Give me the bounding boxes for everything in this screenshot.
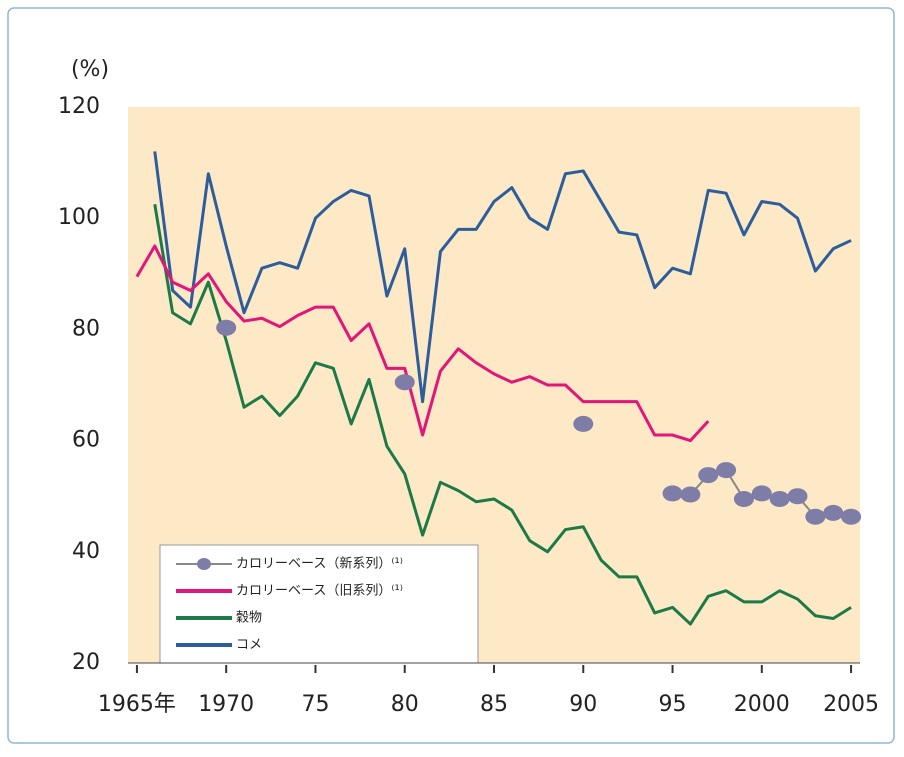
x-tick-label: 1965年 — [98, 692, 176, 717]
x-tick-label: 95 — [659, 692, 687, 717]
x-tick-label: 2000 — [734, 692, 790, 717]
y-tick-label: 80 — [72, 316, 100, 341]
marker — [769, 490, 790, 507]
marker — [716, 462, 737, 479]
x-tick-label: 85 — [480, 692, 508, 717]
legend-label: カロリーベース（新系列）⁽¹⁾ — [236, 556, 403, 572]
legend-marker — [197, 558, 211, 570]
marker — [216, 319, 237, 336]
marker — [733, 490, 754, 507]
y-tick-label: 20 — [72, 650, 100, 675]
series-line — [135, 244, 710, 443]
marker — [805, 508, 826, 525]
y-axis-label: (%) — [71, 57, 109, 82]
y-tick-label: 100 — [58, 205, 100, 230]
x-tick-label: 75 — [301, 692, 329, 717]
x-tick-label: 80 — [391, 692, 419, 717]
x-tick-label: 2005 — [823, 692, 879, 717]
marker — [680, 486, 701, 503]
marker — [787, 488, 808, 505]
series-line — [153, 204, 852, 626]
marker — [841, 508, 862, 525]
legend-label: コメ — [236, 638, 262, 653]
series-line — [153, 151, 852, 404]
marker — [751, 485, 772, 502]
y-tick-label: 40 — [72, 539, 100, 564]
legend-label: 穀物 — [236, 611, 262, 626]
marker — [698, 467, 719, 484]
x-tick-label: 1970 — [198, 692, 254, 717]
marker — [823, 504, 844, 521]
marker — [394, 374, 415, 391]
y-tick-label: 60 — [72, 428, 100, 453]
y-tick-label: 120 — [58, 94, 100, 119]
x-tick-label: 90 — [569, 692, 597, 717]
marker — [662, 485, 683, 502]
legend-label: カロリーベース（旧系列）⁽¹⁾ — [236, 584, 403, 599]
marker — [573, 415, 594, 432]
